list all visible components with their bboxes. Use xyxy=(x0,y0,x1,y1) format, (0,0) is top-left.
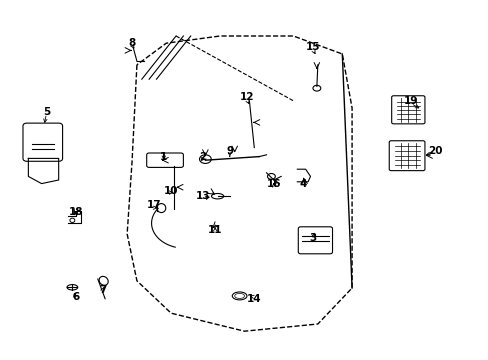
Text: 16: 16 xyxy=(266,179,281,189)
Text: 1: 1 xyxy=(160,152,167,162)
Text: 6: 6 xyxy=(72,292,79,302)
Text: 10: 10 xyxy=(163,186,178,196)
Text: 13: 13 xyxy=(195,191,210,201)
Text: 4: 4 xyxy=(299,179,306,189)
Text: 9: 9 xyxy=(226,146,233,156)
Text: 5: 5 xyxy=(43,107,50,117)
Text: 2: 2 xyxy=(199,152,206,162)
Text: 18: 18 xyxy=(68,207,83,217)
Text: 19: 19 xyxy=(403,96,417,106)
Text: 11: 11 xyxy=(207,225,222,235)
Text: 12: 12 xyxy=(239,92,254,102)
Text: 17: 17 xyxy=(146,200,161,210)
Text: 20: 20 xyxy=(427,146,442,156)
Text: 7: 7 xyxy=(99,285,106,295)
Text: 8: 8 xyxy=(128,38,135,48)
Text: 3: 3 xyxy=(309,233,316,243)
Text: 14: 14 xyxy=(246,294,261,304)
Text: 15: 15 xyxy=(305,42,320,52)
